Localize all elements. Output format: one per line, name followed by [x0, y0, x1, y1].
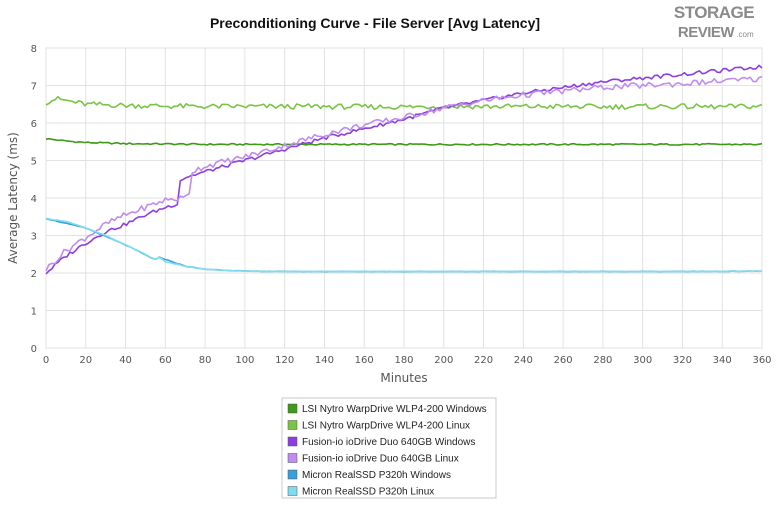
legend-label: LSI Nytro WarpDrive WLP4-200 Linux: [302, 421, 470, 432]
series-line-6: [45, 217, 763, 273]
legend-swatch: [287, 469, 298, 480]
x-tick-label: 160: [355, 355, 374, 366]
x-tick-label: 220: [474, 355, 493, 366]
y-tick-label: 0: [31, 344, 37, 355]
legend-swatch: [287, 486, 298, 496]
legend-label: Micron RealSSD P320h Linux: [302, 487, 434, 498]
legend-label: LSI Nytro WarpDrive WLP4-200 Windows: [302, 404, 487, 415]
x-tick-label: 140: [315, 355, 334, 366]
x-tick-label: 240: [514, 355, 533, 366]
x-tick-label: 200: [434, 355, 453, 366]
y-tick-label: 8: [31, 44, 37, 55]
legend-swatch: [287, 403, 298, 414]
x-tick-label: 60: [159, 355, 172, 366]
y-tick-label: 3: [31, 232, 37, 243]
x-axis-ticks: 0 20 40 60 80 100 120 140 160 180 200 220 240 260 280 3…: [43, 355, 772, 366]
x-tick-label: 80: [199, 355, 212, 366]
x-tick-label: 320: [673, 355, 692, 366]
storage-review-logo: STORAGE REVIEW .com: [674, 3, 755, 41]
x-tick-label: 120: [275, 355, 294, 366]
x-tick-label: 340: [713, 355, 732, 366]
x-tick-label: 260: [554, 355, 573, 366]
series-line-1: [45, 137, 763, 146]
logo-suffix: .com: [736, 30, 754, 39]
y-tick-label: 1: [31, 307, 37, 318]
legend-swatch: [287, 420, 298, 430]
y-tick-label: 5: [31, 157, 37, 168]
legend-box: [281, 397, 497, 499]
legend-swatch: [287, 453, 298, 463]
legend-label: Micron RealSSD P320h Windows: [302, 470, 451, 481]
x-tick-label: 40: [119, 355, 132, 366]
series-line-2: [45, 95, 763, 111]
legend: LSI Nytro WarpDrive WLP4-200 Windows LSI …: [281, 397, 497, 499]
plot-grid: [45, 47, 763, 349]
y-axis-label: Average Latency (ms): [6, 132, 20, 264]
y-tick-label: 2: [31, 269, 37, 280]
chart-title: Preconditioning Curve - File Server [Avg…: [210, 15, 540, 31]
x-tick-label: 180: [394, 355, 413, 366]
series-lines: [45, 64, 763, 275]
y-tick-label: 7: [31, 82, 37, 93]
series-line-4: [45, 76, 763, 272]
series-line-3: [45, 64, 763, 275]
legend-swatch: [287, 436, 298, 447]
y-tick-label: 4: [31, 194, 37, 205]
y-tick-label: 6: [31, 119, 37, 130]
x-tick-label: 360: [752, 355, 771, 366]
x-tick-label: 280: [593, 355, 612, 366]
x-tick-label: 0: [43, 355, 49, 366]
x-tick-label: 100: [235, 355, 254, 366]
x-tick-label: 20: [79, 355, 92, 366]
legend-label: Fusion-io ioDrive Duo 640GB Linux: [302, 454, 459, 465]
x-axis-label: Minutes: [380, 371, 427, 385]
y-axis-ticks: 0 1 2 3 4 5 6 7 8: [31, 44, 37, 355]
logo-line-1: STORAGE: [674, 3, 754, 22]
logo-line-2: REVIEW: [678, 24, 736, 41]
x-tick-label: 300: [633, 355, 652, 366]
legend-label: Fusion-io ioDrive Duo 640GB Windows: [302, 437, 475, 448]
